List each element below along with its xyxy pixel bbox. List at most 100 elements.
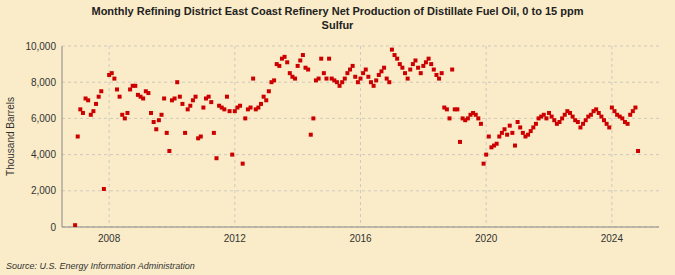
point [186, 107, 190, 111]
point [379, 69, 383, 73]
point [154, 127, 158, 131]
x-tick-label: 2016 [349, 233, 372, 244]
point [455, 107, 459, 111]
point [112, 77, 116, 81]
y-tick-label: 0 [50, 222, 56, 233]
point [149, 111, 153, 115]
point [434, 73, 438, 77]
point [348, 68, 352, 72]
point [230, 153, 234, 157]
point [626, 122, 630, 126]
point [413, 58, 417, 62]
point [398, 62, 402, 66]
point [550, 115, 554, 119]
point [542, 113, 546, 117]
point [97, 95, 101, 99]
point [120, 113, 124, 117]
point [445, 107, 449, 111]
point [440, 71, 444, 75]
point [374, 78, 378, 82]
point [73, 223, 77, 227]
point [620, 116, 624, 120]
point [76, 135, 80, 139]
point [115, 87, 119, 91]
point [599, 115, 603, 119]
point [212, 131, 216, 135]
point [364, 68, 368, 72]
point [361, 71, 365, 75]
point [607, 125, 611, 129]
point [309, 133, 313, 137]
point [408, 68, 412, 72]
point [194, 95, 198, 99]
point [238, 104, 242, 108]
point [99, 89, 103, 93]
point [382, 66, 386, 70]
point [497, 135, 501, 139]
point [458, 140, 462, 144]
point [262, 95, 266, 99]
point [610, 106, 614, 110]
y-tick-label: 4,000 [31, 149, 56, 160]
point [296, 64, 300, 68]
x-axis-line [62, 227, 659, 228]
point [298, 58, 302, 62]
point [327, 57, 331, 61]
x-grid-line [234, 46, 235, 227]
point [563, 113, 567, 117]
point [448, 116, 452, 120]
point [225, 95, 229, 99]
point [594, 107, 598, 111]
x-grid-line [611, 46, 612, 227]
point [406, 77, 410, 81]
point [602, 118, 606, 122]
point [199, 135, 203, 139]
point [612, 109, 616, 113]
point [128, 87, 132, 91]
x-grid-line [486, 46, 487, 227]
point [162, 96, 166, 100]
point [403, 71, 407, 75]
point [487, 135, 491, 139]
point [267, 89, 271, 93]
source: Source: U.S. Energy Information Administ… [6, 261, 195, 271]
point [505, 133, 509, 137]
axes: 02,0004,0006,0008,00010,0002008201220162… [25, 41, 659, 245]
point [513, 144, 517, 148]
point [335, 80, 339, 84]
point [450, 68, 454, 72]
point [411, 62, 415, 66]
point [369, 80, 373, 84]
point [395, 57, 399, 61]
point [157, 118, 161, 122]
point [466, 116, 470, 120]
x-grid-line [360, 46, 361, 227]
title: Monthly Refining District East Coast Ref… [91, 5, 583, 31]
point [479, 122, 483, 126]
point [631, 109, 635, 113]
point [633, 106, 637, 110]
point [173, 96, 177, 100]
point [589, 113, 593, 117]
point [241, 162, 245, 166]
point [419, 71, 423, 75]
point [531, 125, 535, 129]
point [188, 104, 192, 108]
point [581, 122, 585, 126]
point [180, 102, 184, 106]
point [141, 96, 145, 100]
point [578, 125, 582, 129]
point [416, 66, 420, 70]
point [393, 53, 397, 57]
point [110, 71, 114, 75]
y-grid-line [62, 227, 659, 228]
point [353, 75, 357, 79]
point [167, 149, 171, 153]
point [306, 68, 310, 72]
point [322, 71, 326, 75]
point [133, 84, 137, 88]
point [251, 77, 255, 81]
point [78, 107, 82, 111]
point [534, 122, 538, 126]
point [152, 120, 156, 124]
